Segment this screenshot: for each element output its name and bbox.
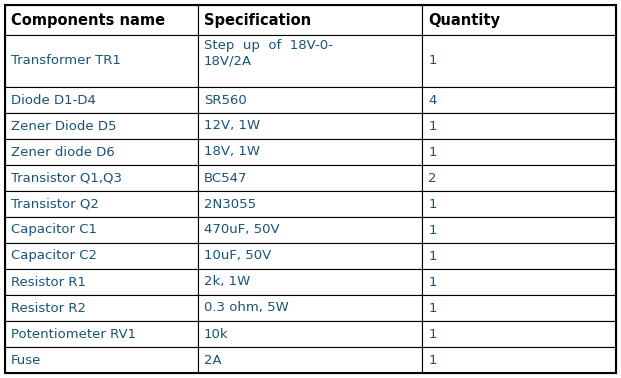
Text: Potentiometer RV1: Potentiometer RV1	[11, 327, 136, 341]
Bar	[422, 113, 616, 139]
Bar	[198, 321, 422, 347]
Text: 2: 2	[428, 172, 437, 184]
Bar	[198, 87, 422, 113]
Text: Resistor R1: Resistor R1	[11, 276, 86, 288]
Text: Specification: Specification	[204, 12, 311, 28]
Text: Step  up  of  18V-0-
18V/2A: Step up of 18V-0- 18V/2A	[204, 39, 333, 68]
Bar	[5, 113, 198, 139]
Bar	[198, 35, 422, 87]
Bar	[198, 113, 422, 139]
Text: Transistor Q2: Transistor Q2	[11, 197, 99, 211]
Text: 4: 4	[428, 93, 437, 107]
Bar	[422, 217, 616, 243]
Bar	[5, 5, 198, 35]
Text: 1: 1	[428, 249, 437, 262]
Text: 2N3055: 2N3055	[204, 197, 256, 211]
Bar	[5, 347, 198, 373]
Text: 2k, 1W: 2k, 1W	[204, 276, 250, 288]
Text: 1: 1	[428, 302, 437, 314]
Text: Quantity: Quantity	[428, 12, 500, 28]
Text: 1: 1	[428, 119, 437, 133]
Bar	[5, 217, 198, 243]
Text: Fuse: Fuse	[11, 353, 42, 367]
Text: Components name: Components name	[11, 12, 165, 28]
Bar	[5, 139, 198, 165]
Bar	[198, 295, 422, 321]
Bar	[198, 269, 422, 295]
Bar	[5, 321, 198, 347]
Text: Capacitor C1: Capacitor C1	[11, 223, 97, 237]
Text: 1: 1	[428, 223, 437, 237]
Text: Zener diode D6: Zener diode D6	[11, 146, 115, 158]
Bar	[5, 191, 198, 217]
Text: 12V, 1W: 12V, 1W	[204, 119, 260, 133]
Bar	[5, 243, 198, 269]
Text: 1: 1	[428, 54, 437, 68]
Text: 1: 1	[428, 197, 437, 211]
Bar	[198, 139, 422, 165]
Text: Transistor Q1,Q3: Transistor Q1,Q3	[11, 172, 122, 184]
Bar	[5, 35, 198, 87]
Bar	[198, 191, 422, 217]
Text: 1: 1	[428, 276, 437, 288]
Bar	[198, 165, 422, 191]
Bar	[422, 269, 616, 295]
Bar	[422, 347, 616, 373]
Bar	[198, 347, 422, 373]
Text: 470uF, 50V: 470uF, 50V	[204, 223, 279, 237]
Bar	[422, 139, 616, 165]
Bar	[5, 295, 198, 321]
Bar	[422, 321, 616, 347]
Text: Diode D1-D4: Diode D1-D4	[11, 93, 96, 107]
Bar	[422, 191, 616, 217]
Bar	[422, 5, 616, 35]
Text: Transformer TR1: Transformer TR1	[11, 54, 121, 68]
Bar	[198, 5, 422, 35]
Text: Resistor R2: Resistor R2	[11, 302, 86, 314]
Text: 10k: 10k	[204, 327, 229, 341]
Bar	[5, 165, 198, 191]
Bar	[5, 269, 198, 295]
Bar	[422, 87, 616, 113]
Bar	[422, 243, 616, 269]
Text: BC547: BC547	[204, 172, 247, 184]
Text: 1: 1	[428, 353, 437, 367]
Text: 10uF, 50V: 10uF, 50V	[204, 249, 271, 262]
Text: 1: 1	[428, 146, 437, 158]
Bar	[5, 87, 198, 113]
Text: 1: 1	[428, 327, 437, 341]
Bar	[422, 35, 616, 87]
Text: 2A: 2A	[204, 353, 222, 367]
Text: Zener Diode D5: Zener Diode D5	[11, 119, 117, 133]
Text: SR560: SR560	[204, 93, 247, 107]
Bar	[422, 295, 616, 321]
Bar	[198, 217, 422, 243]
Bar	[198, 243, 422, 269]
Text: 18V, 1W: 18V, 1W	[204, 146, 260, 158]
Text: 0.3 ohm, 5W: 0.3 ohm, 5W	[204, 302, 289, 314]
Text: Capacitor C2: Capacitor C2	[11, 249, 97, 262]
Bar	[422, 165, 616, 191]
